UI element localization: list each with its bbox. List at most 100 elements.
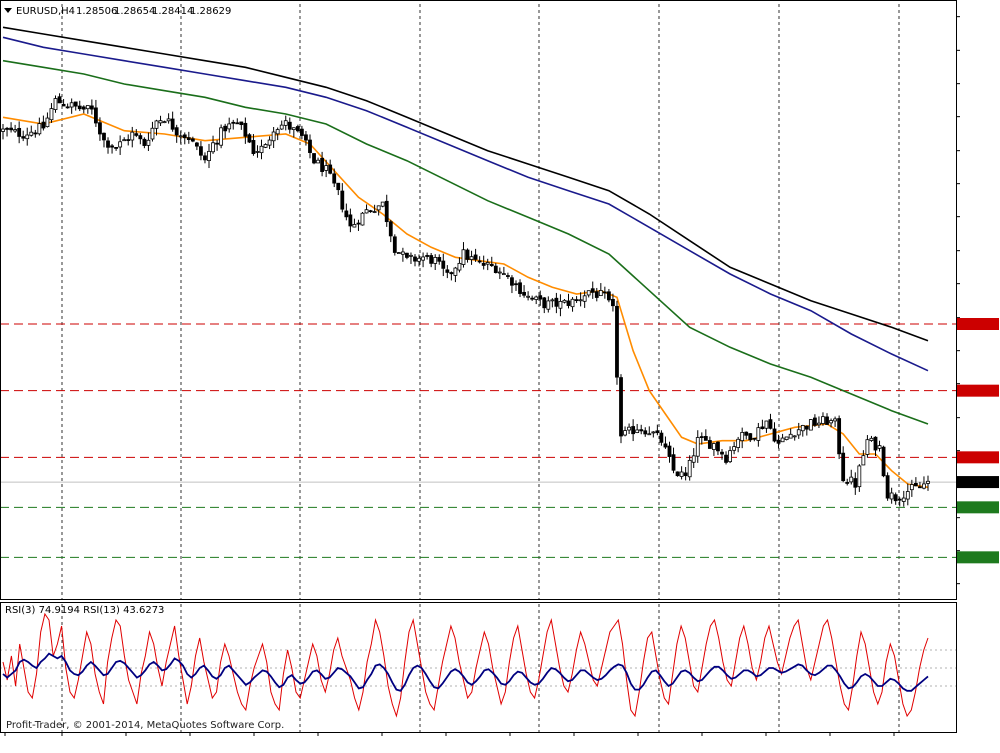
rsi-slow-line	[2, 652, 929, 692]
candle-bullish	[352, 224, 357, 228]
candle-bearish	[542, 297, 547, 309]
candle-bullish	[740, 432, 745, 442]
price-level-badge	[957, 318, 999, 330]
candle-bullish	[271, 131, 276, 142]
candle-bearish	[707, 440, 712, 449]
candle-bearish	[893, 494, 898, 502]
candle-bullish	[586, 290, 591, 296]
candle-bullish	[501, 273, 506, 276]
candle-bullish	[784, 436, 789, 440]
candle-bearish	[530, 297, 535, 300]
moving-averages-layer	[2, 26, 929, 489]
candle-bearish	[473, 254, 478, 260]
candle-bullish	[497, 271, 502, 274]
candle-bearish	[41, 121, 46, 129]
candle-bullish	[926, 480, 930, 484]
candle-bullish	[461, 249, 466, 265]
candle-bullish	[550, 299, 555, 302]
candle-bearish	[102, 132, 106, 141]
candle-bearish	[639, 429, 644, 432]
candle-bullish	[857, 465, 862, 488]
candle-bearish	[5, 127, 9, 130]
candle-bearish	[348, 214, 353, 227]
candle-bearish	[384, 200, 389, 223]
rsi-layer	[0, 612, 956, 718]
candle-bullish	[316, 159, 320, 164]
candle-bearish	[837, 418, 842, 455]
candle-bearish	[853, 478, 858, 488]
candle-bearish	[615, 305, 619, 378]
candle-bullish	[279, 124, 284, 130]
candle-bullish	[227, 123, 232, 130]
candle-bearish	[606, 291, 611, 301]
candle-bearish	[239, 121, 244, 126]
candle-bearish	[174, 127, 179, 136]
rsi-title: RSI(3) 74.9194 RSI(13) 43.6273	[5, 605, 164, 616]
candle-bullish	[130, 131, 135, 141]
candle-bullish	[877, 445, 882, 449]
candle-bearish	[897, 498, 902, 501]
watermark: Profit-Trader, © 2001-2014, MetaQuotes S…	[6, 720, 284, 731]
symbol-label: EURUSD,H4	[16, 6, 75, 17]
candle-bearish	[885, 475, 890, 499]
candle-bearish	[760, 426, 765, 430]
candle-bearish	[489, 263, 494, 267]
candle-bullish	[263, 144, 268, 148]
candle-bearish	[720, 451, 724, 455]
candle-bullish	[869, 437, 874, 441]
candle-bearish	[134, 133, 139, 136]
candle-bearish	[671, 454, 676, 471]
candle-bearish	[235, 122, 240, 125]
candle-bearish	[94, 107, 98, 124]
candle-bullish	[37, 123, 42, 135]
price-level-badge	[957, 384, 999, 397]
candle-bearish	[190, 138, 195, 142]
candle-bullish	[219, 127, 224, 146]
candle-bullish	[259, 145, 264, 154]
candle-bullish	[1, 128, 5, 132]
candle-bullish	[13, 129, 18, 132]
candle-bearish	[65, 106, 70, 109]
candle-bearish	[21, 136, 26, 139]
candle-bullish	[849, 476, 854, 483]
candle-bullish	[376, 205, 381, 211]
candle-bullish	[901, 497, 906, 502]
candle-bearish	[514, 283, 518, 286]
ohlc-low: 1.28414	[152, 6, 193, 17]
candle-bearish	[449, 272, 454, 275]
moving-average-line	[2, 59, 929, 425]
candle-bearish	[340, 190, 345, 210]
candle-bullish	[45, 117, 50, 128]
moving-average-line	[2, 113, 929, 489]
candle-bearish	[33, 132, 38, 135]
candle-bearish	[506, 275, 510, 277]
candle-bearish	[106, 140, 110, 148]
candle-bearish	[392, 236, 397, 253]
candle-bearish	[231, 121, 236, 124]
candle-bullish	[558, 301, 563, 309]
symbol-dropdown-icon[interactable]	[4, 8, 12, 13]
price-panel-border	[0, 0, 957, 600]
moving-average-line	[2, 36, 929, 372]
candle-bearish	[388, 221, 393, 237]
candle-bullish	[679, 471, 684, 477]
candle-bearish	[804, 425, 809, 430]
candle-bearish	[602, 291, 607, 294]
ohlc-close: 1.28629	[190, 6, 231, 17]
candle-bullish	[792, 435, 797, 438]
candle-bearish	[312, 153, 316, 164]
candle-bearish	[873, 436, 878, 451]
candle-bearish	[699, 436, 704, 438]
candle-bearish	[752, 437, 757, 440]
candle-bullish	[53, 98, 58, 110]
candle-bearish	[437, 257, 442, 262]
candle-bullish	[166, 118, 171, 122]
candle-bullish	[433, 257, 438, 264]
candle-bearish	[251, 140, 256, 155]
candle-bearish	[405, 252, 409, 258]
candle-bullish	[526, 295, 531, 298]
candle-bullish	[69, 102, 74, 108]
candle-bearish	[9, 127, 13, 131]
candle-bearish	[655, 430, 660, 434]
